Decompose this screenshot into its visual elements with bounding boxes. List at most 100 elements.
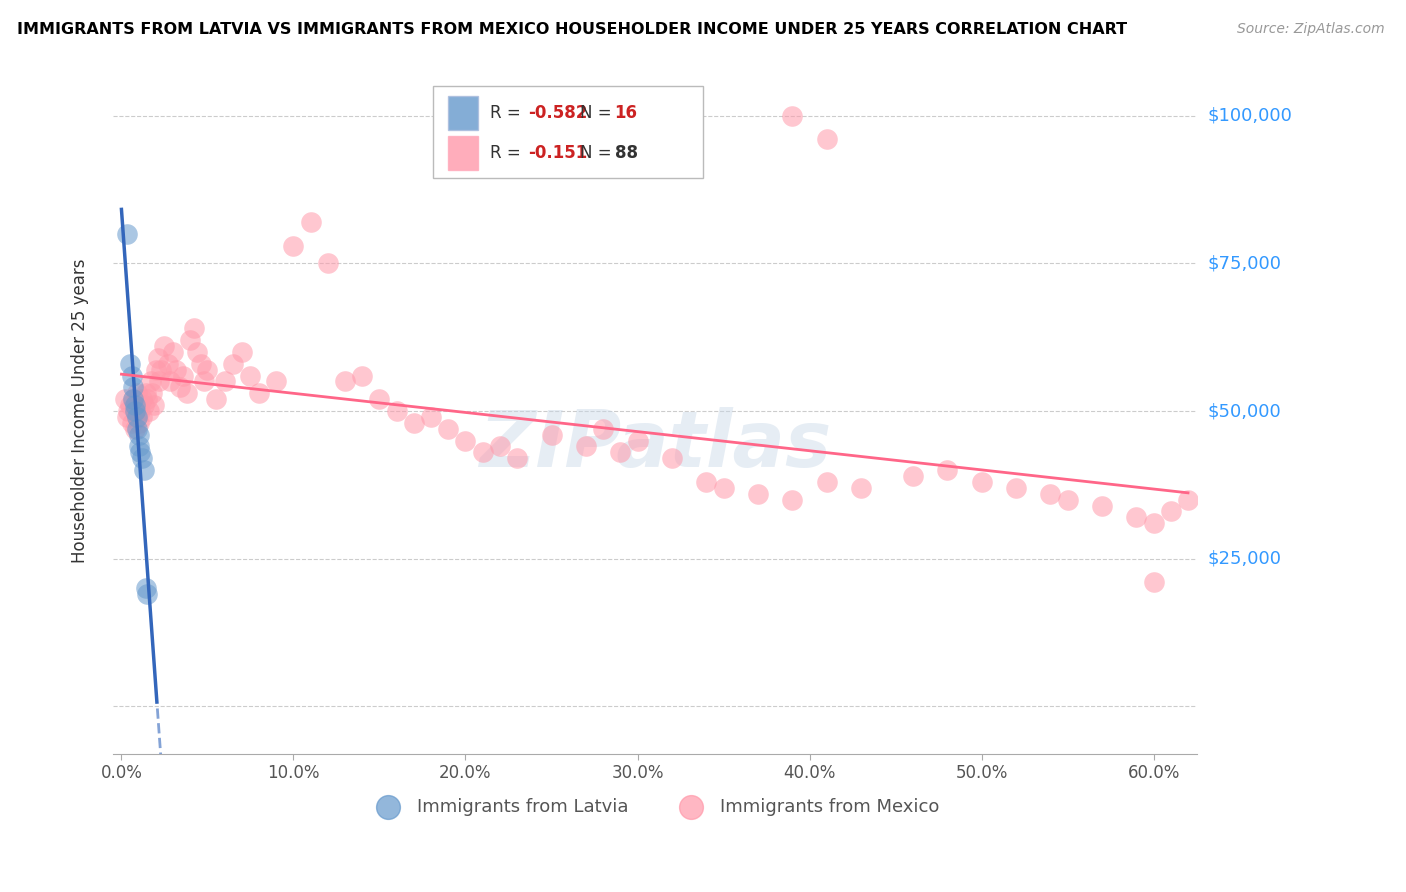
Point (122, 392, 145, 407)
Point (121, 416, 143, 430)
Text: 88: 88 (614, 145, 638, 162)
Point (1039, 486, 1062, 500)
Point (454, 434, 477, 448)
Point (592, 422, 614, 436)
Point (1160, 504, 1182, 518)
Point (385, 404, 408, 418)
Point (333, 375, 356, 389)
Point (179, 333, 201, 347)
Point (231, 345, 253, 359)
Point (214, 375, 236, 389)
Point (138, 404, 160, 418)
Point (141, 386, 163, 401)
Point (283, 238, 305, 252)
Y-axis label: Householder Income Under 25 years: Householder Income Under 25 years (72, 259, 89, 563)
Point (1056, 492, 1078, 507)
Point (1091, 499, 1114, 513)
Point (402, 416, 425, 430)
Point (159, 375, 181, 389)
Point (695, 475, 717, 489)
Point (128, 440, 150, 454)
Point (136, 587, 159, 601)
Point (117, 404, 139, 418)
Text: 16: 16 (614, 104, 638, 122)
Point (970, 475, 993, 489)
Point (166, 362, 188, 376)
FancyBboxPatch shape (447, 96, 478, 130)
Point (131, 451, 153, 466)
Point (176, 386, 198, 401)
Point (162, 345, 184, 359)
Point (128, 398, 150, 412)
Text: -0.582: -0.582 (527, 104, 588, 122)
Point (135, 386, 157, 401)
Point (782, 109, 804, 123)
Point (1005, 481, 1028, 495)
Point (437, 422, 460, 436)
Point (782, 492, 804, 507)
Point (247, 386, 270, 401)
Point (713, 481, 735, 495)
Point (125, 422, 148, 436)
Point (368, 392, 391, 407)
Text: $25,000: $25,000 (1208, 549, 1282, 567)
Point (815, 475, 838, 489)
Point (156, 357, 179, 371)
Point (118, 357, 141, 371)
Point (153, 339, 176, 353)
Point (575, 440, 598, 454)
Point (609, 445, 631, 459)
Point (420, 409, 443, 424)
Point (205, 392, 228, 407)
Point (172, 368, 194, 383)
Point (124, 398, 146, 412)
Point (129, 445, 152, 459)
Text: $50,000: $50,000 (1208, 402, 1281, 420)
Point (239, 368, 262, 383)
Point (132, 398, 155, 412)
Point (1142, 516, 1164, 531)
Text: Source: ZipAtlas.com: Source: ZipAtlas.com (1237, 22, 1385, 37)
Point (936, 463, 959, 477)
Text: N =: N = (579, 104, 617, 122)
Point (132, 463, 155, 477)
Text: $75,000: $75,000 (1208, 254, 1282, 272)
Point (122, 380, 145, 394)
Point (125, 409, 148, 424)
Point (124, 404, 146, 418)
Point (125, 409, 148, 424)
Point (124, 404, 146, 418)
Point (299, 215, 322, 229)
Point (815, 132, 838, 146)
Text: N =: N = (579, 145, 617, 162)
Point (129, 404, 152, 418)
Point (115, 227, 138, 241)
Text: IMMIGRANTS FROM LATVIA VS IMMIGRANTS FROM MEXICO HOUSEHOLDER INCOME UNDER 25 YEA: IMMIGRANTS FROM LATVIA VS IMMIGRANTS FRO… (17, 22, 1128, 37)
Point (626, 434, 648, 448)
Point (540, 427, 562, 442)
Point (190, 357, 212, 371)
Point (124, 422, 146, 436)
Point (506, 451, 529, 466)
Point (143, 398, 166, 412)
Point (264, 375, 287, 389)
Point (901, 469, 924, 483)
FancyBboxPatch shape (433, 86, 703, 178)
Text: R =: R = (491, 145, 526, 162)
Point (128, 416, 150, 430)
Point (1177, 492, 1199, 507)
Point (1125, 510, 1147, 524)
Point (131, 409, 153, 424)
Point (316, 256, 339, 270)
Text: -0.151: -0.151 (527, 145, 588, 162)
Point (131, 392, 153, 407)
Point (146, 351, 169, 365)
Point (118, 398, 141, 412)
FancyBboxPatch shape (447, 136, 478, 170)
Point (145, 362, 167, 376)
Point (849, 481, 872, 495)
Text: R =: R = (491, 104, 526, 122)
Point (197, 362, 219, 376)
Point (122, 392, 145, 407)
Point (139, 375, 162, 389)
